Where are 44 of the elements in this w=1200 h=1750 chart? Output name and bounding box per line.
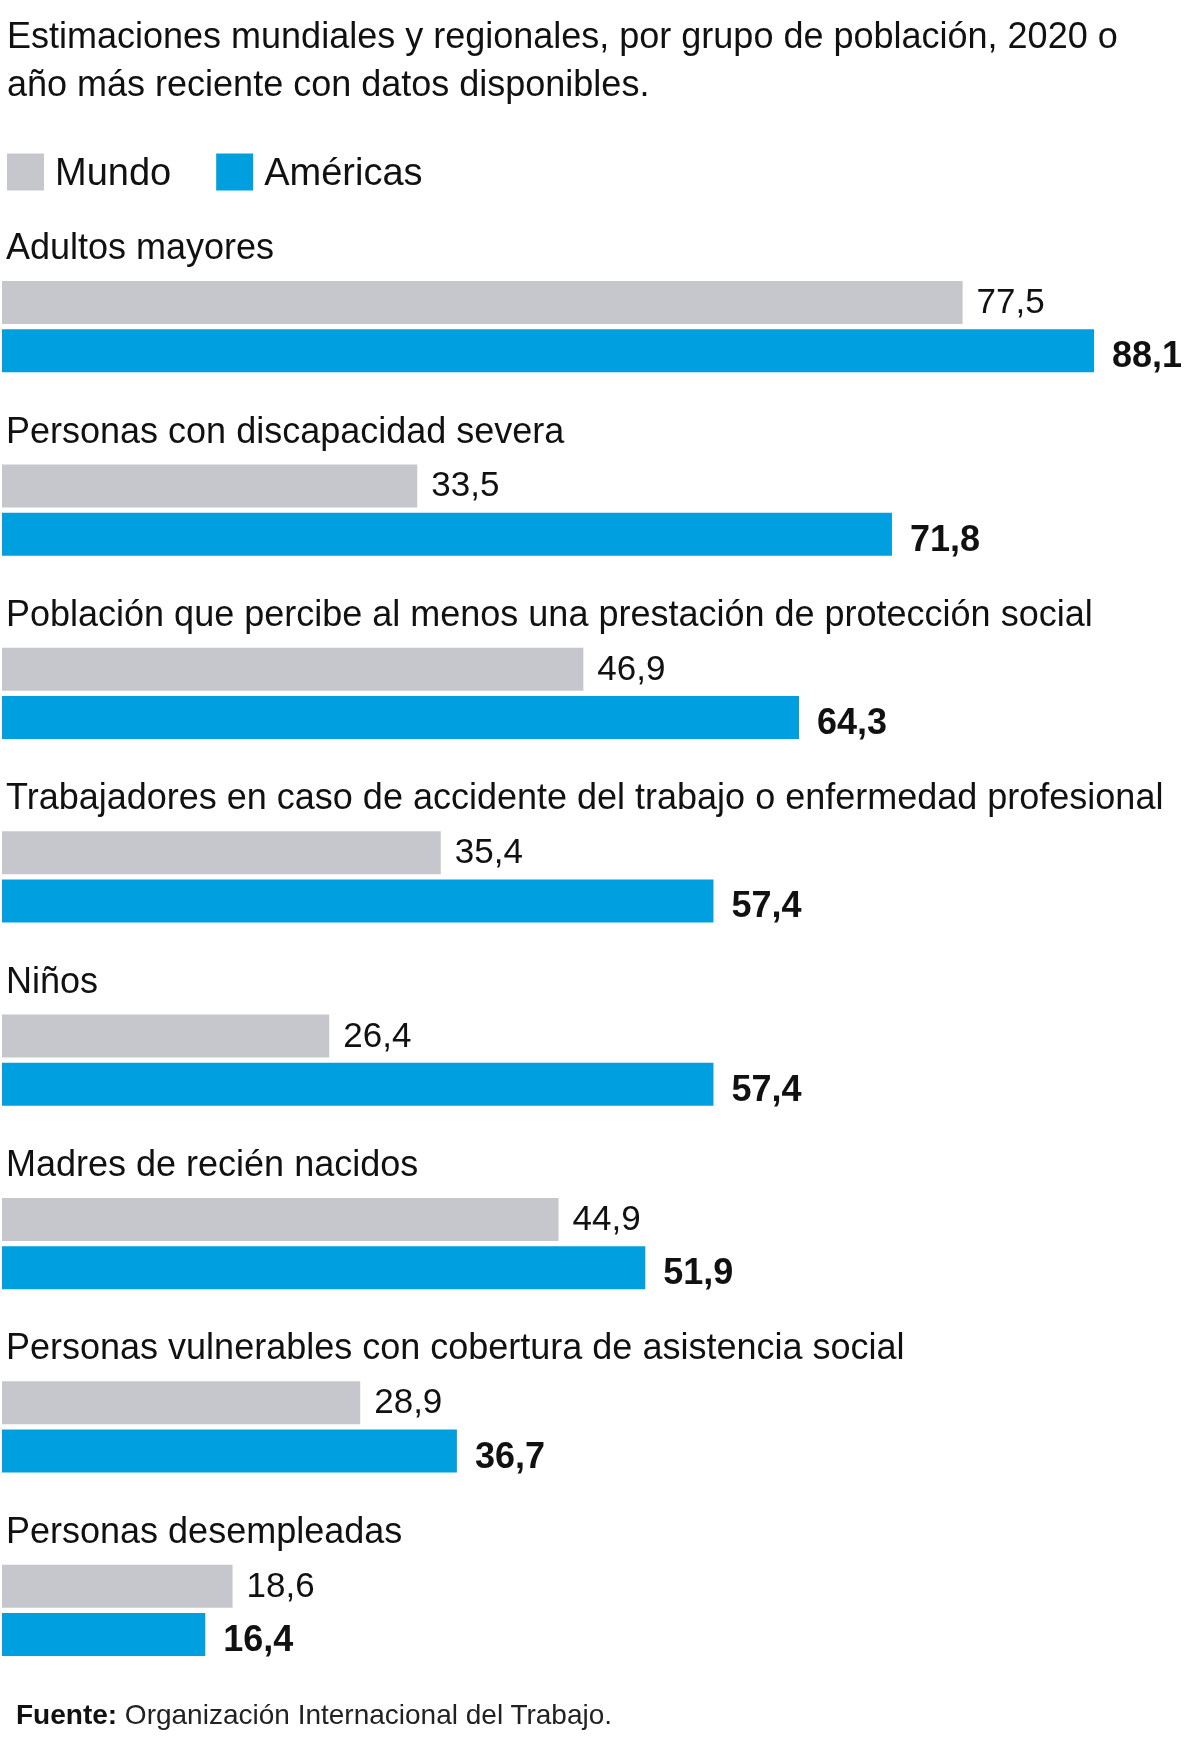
data-label: 18,6 xyxy=(246,1564,315,1604)
bar xyxy=(2,879,714,923)
bar xyxy=(2,464,418,508)
bar xyxy=(2,1564,233,1608)
y-tick-label: Madres de recién nacidos xyxy=(6,1143,419,1185)
bar xyxy=(2,696,799,740)
data-label: 26,4 xyxy=(343,1014,412,1054)
data-label: 16,4 xyxy=(223,1617,294,1659)
data-label: 71,8 xyxy=(909,517,981,559)
y-tick-label: Personas desempleadas xyxy=(6,1509,403,1551)
bar xyxy=(2,1197,559,1241)
bar xyxy=(2,1381,361,1425)
bar xyxy=(2,512,892,556)
legend-label: Américas xyxy=(264,151,423,193)
bar xyxy=(2,1062,714,1106)
data-label: 28,9 xyxy=(374,1381,443,1421)
data-label: 57,4 xyxy=(731,884,802,926)
data-label: 46,9 xyxy=(597,647,666,687)
y-tick-label: Población que percibe al menos una prestación de protección social xyxy=(6,592,1093,634)
annotation: Fuente: Organización Internacional del Trabajo. xyxy=(16,1698,613,1730)
data-label: 44,9 xyxy=(572,1197,641,1237)
bar xyxy=(2,281,963,325)
data-label: 57,4 xyxy=(731,1067,802,1109)
bar xyxy=(2,831,441,875)
bar xyxy=(2,1014,330,1058)
y-tick-label: Adultos mayores xyxy=(6,226,275,268)
bar xyxy=(2,329,1094,373)
data-label: 33,5 xyxy=(431,464,500,504)
y-tick-label: Niños xyxy=(6,959,99,1001)
bar xyxy=(2,647,584,691)
y-tick-label: Trabajadores en caso de accidente del trabajo o enfermedad profesional xyxy=(6,776,1164,818)
data-label: 77,5 xyxy=(976,281,1045,321)
data-label: 88,1 xyxy=(1112,334,1183,376)
bar xyxy=(2,1246,646,1290)
data-label: 64,3 xyxy=(817,701,888,743)
bar xyxy=(2,1429,457,1473)
legend-label: Mundo xyxy=(55,151,172,193)
data-label: 51,9 xyxy=(663,1251,734,1293)
chart-title: Estimaciones mundiales y regionales, por grupo de población, 2020 o año más reciente con datos disponibles. xyxy=(7,14,1128,104)
data-label: 35,4 xyxy=(454,831,523,871)
data-label: 36,7 xyxy=(474,1434,545,1476)
y-tick-label: Personas vulnerables con cobertura de asistencia social xyxy=(6,1326,905,1368)
bar xyxy=(2,1612,206,1656)
y-tick-label: Personas con discapacidad severa xyxy=(6,409,566,451)
